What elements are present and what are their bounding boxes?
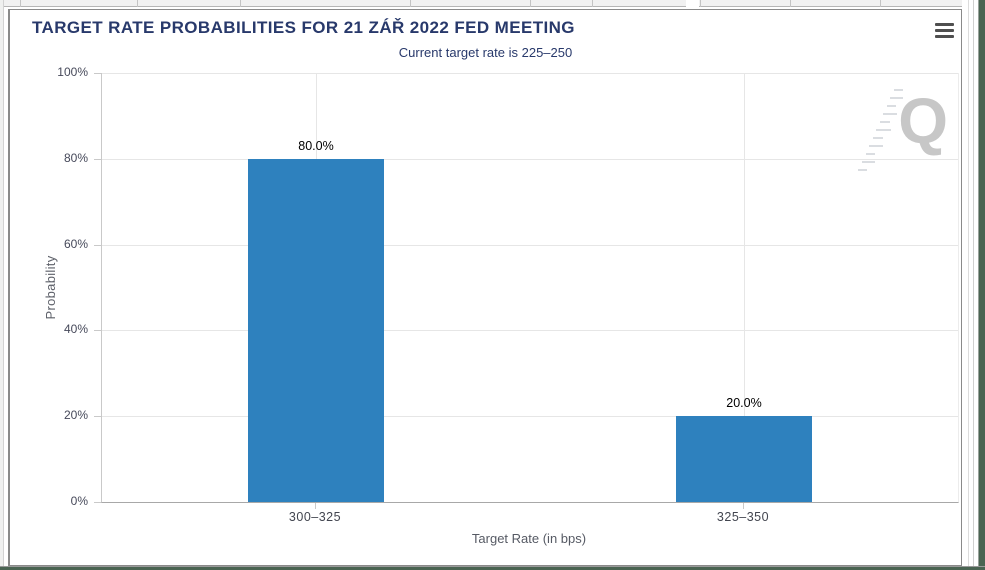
watermark-q-letter: Q <box>898 85 948 157</box>
speed-lines-icon <box>858 89 903 171</box>
x-category-label: 325–350 <box>716 510 770 524</box>
y-tick-label: 60% <box>63 236 88 251</box>
tab-divider <box>880 0 881 7</box>
probability-bar <box>676 416 812 502</box>
gridline-horizontal <box>102 330 958 332</box>
tab-divider <box>530 0 531 7</box>
hamburger-icon <box>934 23 955 38</box>
browser-tab-strip <box>0 0 962 8</box>
x-category-label: 300–325 <box>288 510 342 524</box>
tab-divider <box>592 0 593 7</box>
fedwatch-panel: TARGET RATE PROBABILITIES FOR 21 ZÁŘ 202… <box>8 9 962 566</box>
y-tick-label: 40% <box>63 322 88 337</box>
x-axis-labels: 300–325 325–350 <box>101 510 957 526</box>
tab-divider <box>20 0 21 7</box>
y-tick-mark <box>94 244 101 246</box>
y-tick-mark <box>94 158 101 160</box>
x-axis-title: Target Rate (in bps) <box>471 531 587 546</box>
tab-divider <box>240 0 241 7</box>
gridline-horizontal <box>102 158 958 160</box>
window-gutter-line <box>973 0 974 567</box>
y-tick-mark <box>94 416 101 418</box>
window-edge-left <box>0 0 4 567</box>
y-tick-label: 80% <box>63 150 88 165</box>
gridline-horizontal <box>102 244 958 246</box>
tab-divider <box>700 0 701 7</box>
y-tick-label: 0% <box>70 494 88 508</box>
y-tick-label: 100% <box>57 65 88 79</box>
tab-divider <box>790 0 791 7</box>
tab-divider <box>410 0 411 7</box>
gridline-horizontal <box>102 416 958 418</box>
gridline-horizontal <box>102 73 958 74</box>
y-axis-labels: 0% 20% 40% 60% 80% 100% <box>10 65 88 508</box>
chart-title: TARGET RATE PROBABILITIES FOR 21 ZÁŘ 202… <box>32 18 575 37</box>
y-tick-mark <box>94 502 101 503</box>
y-tick-label: 20% <box>63 408 88 423</box>
plot-area: Q 80.0% 20.0% <box>101 73 959 503</box>
gridline-vertical <box>744 73 745 502</box>
x-tick-mark <box>315 503 316 509</box>
bar-value-label: 80.0% <box>298 138 334 153</box>
probability-bar <box>248 158 384 502</box>
bar-value-label: 20.0% <box>726 396 762 411</box>
window-edge-right <box>978 0 985 570</box>
window-gutter-line <box>968 0 969 567</box>
window-edge-bottom <box>0 566 985 570</box>
x-tick-mark <box>743 503 744 509</box>
y-tick-mark <box>94 73 101 74</box>
quikstrike-watermark-icon: Q <box>856 87 948 173</box>
tab-strip-gap <box>686 0 699 8</box>
chart-context-menu-button[interactable] <box>934 23 955 41</box>
y-tick-mark <box>94 330 101 332</box>
chart-subtitle: Current target rate is 225–250 <box>398 45 573 60</box>
tab-divider <box>137 0 138 7</box>
